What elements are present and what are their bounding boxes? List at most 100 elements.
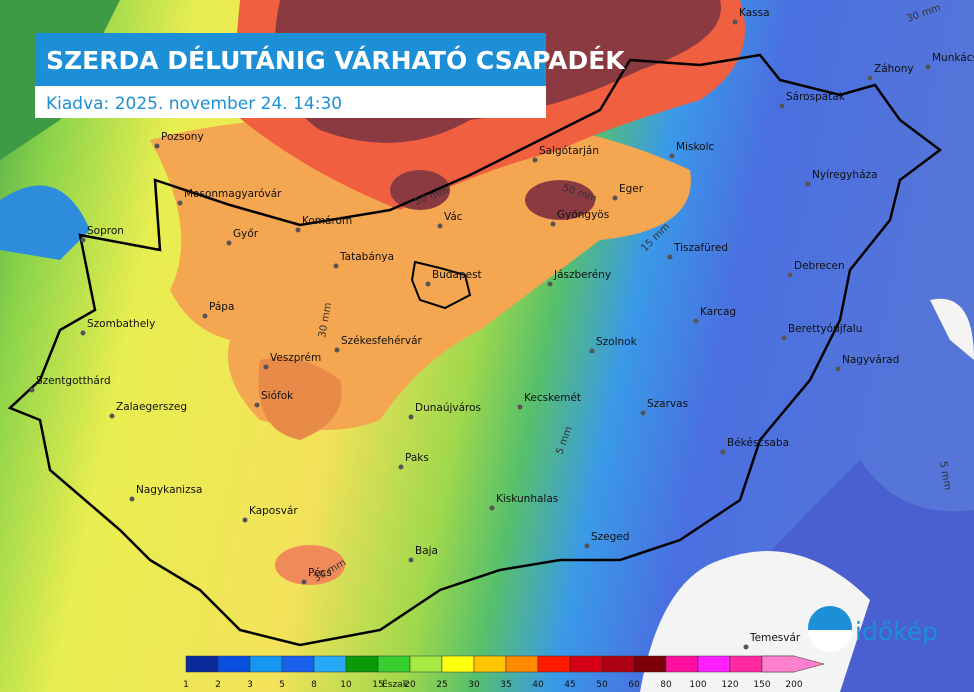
city-label: Nyíregyháza: [812, 169, 877, 181]
legend-label: 100: [689, 680, 706, 690]
city-label: Székesfehérvár: [341, 335, 423, 347]
city-label: Munkács: [932, 52, 974, 64]
legend-label: 120: [721, 680, 738, 690]
city-label: Szombathely: [87, 318, 155, 330]
city-dot: [177, 200, 183, 206]
city-label: Nagyvárad: [842, 354, 899, 366]
subtitle-box: [35, 86, 546, 118]
area: [275, 545, 345, 585]
city-label: Eger: [619, 183, 644, 195]
city-label: Pécs: [308, 567, 332, 579]
city-dot: [333, 263, 339, 269]
title-box: [35, 33, 546, 86]
city-label: Békéscsaba: [727, 437, 789, 449]
city-label: Veszprém: [270, 352, 321, 364]
direction-label: Észak: [382, 678, 409, 690]
area: [258, 357, 342, 440]
city-dot: [669, 153, 675, 159]
city-dot: [202, 313, 208, 319]
city-label: Kassa: [739, 7, 770, 19]
city-label: Kiskunhalas: [496, 493, 558, 505]
legend-label: 80: [660, 680, 672, 690]
legend-label: 8: [311, 680, 317, 690]
city-dot: [334, 347, 340, 353]
city-label: Győr: [233, 228, 259, 240]
city-label: Berettyóújfalu: [788, 323, 862, 335]
city-dot: [805, 181, 811, 187]
city-label: Szentgotthárd: [36, 375, 111, 387]
area: [930, 298, 974, 360]
city-dot: [129, 496, 135, 502]
city-dot: [667, 254, 673, 260]
legend-swatch: [569, 655, 603, 673]
city-label: Dunaújváros: [415, 402, 481, 414]
legend-swatch: [313, 655, 347, 673]
city-label: Gyöngyös: [557, 209, 609, 221]
city-dot: [743, 644, 749, 650]
logo: időkép: [855, 617, 938, 646]
city-label: Karcag: [700, 306, 736, 318]
city-label: Szeged: [591, 531, 629, 543]
city-dot: [835, 366, 841, 372]
city-dot: [925, 64, 931, 70]
legend-swatch: [185, 655, 219, 673]
city-dot: [408, 557, 414, 563]
city-label: Mosonmagyaróvár: [184, 188, 282, 200]
legend-swatch: [633, 655, 667, 673]
city-dot: [80, 237, 86, 243]
logo-icon: [808, 630, 852, 652]
legend-label: 15: [372, 680, 383, 690]
legend-label: 5: [279, 680, 285, 690]
city-dot: [489, 505, 495, 511]
legend-swatch: [665, 655, 699, 673]
border: [7, 53, 943, 647]
area: [0, 185, 90, 260]
city-dot: [532, 157, 538, 163]
legend-label: 60: [628, 680, 640, 690]
area: [390, 170, 450, 210]
city-dot: [787, 272, 793, 278]
legend-swatch: [601, 655, 635, 673]
city-label: Zalaegerszeg: [116, 401, 187, 413]
legend-label: 35: [500, 680, 511, 690]
city-dot: [589, 348, 595, 354]
legend-label: 45: [564, 680, 575, 690]
city-dot: [29, 387, 35, 393]
legend-swatch: [377, 655, 411, 673]
city-label: Paks: [405, 452, 429, 464]
city-label: Siófok: [261, 390, 294, 402]
city-label: Tiszafüred: [673, 242, 728, 254]
city-label: Kecskemét: [524, 392, 581, 404]
city-dot: [867, 75, 873, 81]
city-dot: [640, 410, 646, 416]
legend-label: 2: [215, 680, 221, 690]
city-dot: [154, 143, 160, 149]
city-dot: [612, 195, 618, 201]
city-label: Komárom: [302, 215, 352, 227]
legend-swatch: [473, 655, 507, 673]
city-label: Szolnok: [596, 336, 638, 348]
city-label: Sopron: [87, 225, 124, 237]
legend-swatch: [249, 655, 283, 673]
city-label: Tatabánya: [339, 251, 394, 263]
city-dot: [781, 335, 787, 341]
city-label: Sárospatak: [786, 91, 846, 103]
area: [525, 180, 595, 220]
city-label: Szarvas: [647, 398, 688, 410]
city-dot: [263, 364, 269, 370]
city-dot: [550, 221, 556, 227]
city-dot: [425, 281, 431, 287]
legend-label: 25: [436, 680, 447, 690]
legend-swatch: [537, 655, 571, 673]
city-label: Salgótarján: [539, 145, 599, 157]
city-dot: [226, 240, 232, 246]
city-dot: [720, 449, 726, 455]
legend-label: 3: [247, 680, 253, 690]
title: SZERDA DÉLUTÁNIG VÁRHATÓ CSAPADÉK: [46, 45, 626, 75]
legend-label: 20: [404, 680, 416, 690]
legend-label: 1: [183, 680, 189, 690]
legend-swatch: [697, 655, 731, 673]
city-dot: [242, 517, 248, 523]
city-dot: [408, 414, 414, 420]
